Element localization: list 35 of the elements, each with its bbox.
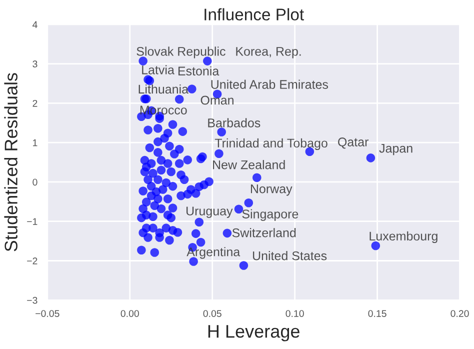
y-tick-label: −2 (27, 257, 38, 264)
annotation: Trinidad and Tobago (214, 138, 328, 150)
annotation: Slovak Republic (136, 46, 226, 58)
annotation: Uruguay (186, 206, 233, 218)
x-tick-label: 0.10 (286, 310, 304, 318)
annotation: New Zealand (213, 160, 285, 170)
annotation: Luxembourg (370, 231, 438, 244)
x-tick-label: 0.00 (120, 310, 139, 318)
annotation: United States (252, 251, 327, 260)
y-axis-title: Studentized Residuals (4, 73, 18, 252)
x-tick-label: 0.20 (450, 310, 469, 318)
y-tick-label: 1 (33, 139, 38, 146)
annotation: Estonia (178, 66, 220, 76)
y-tick-label: −1 (27, 218, 38, 225)
x-tick-label: 0.15 (368, 310, 386, 318)
annotation: Qatar (338, 138, 369, 149)
annotation: Norway (250, 184, 292, 196)
annotation: Latvia (142, 65, 174, 74)
y-tick-label: 3 (32, 60, 38, 68)
annotation: Singapore (242, 209, 298, 221)
annotation: Korea, Rep. (236, 47, 301, 58)
y-tick-label: 2 (32, 100, 38, 107)
x-tick-label: 0.05 (203, 310, 222, 318)
chart-title: Influence Plot (204, 8, 304, 20)
annotation: Argentina (186, 247, 240, 259)
annotation: Switzerland (232, 228, 296, 238)
x-axis-title: H Leverage (208, 325, 300, 342)
annotation: Oman (200, 96, 234, 105)
x-tick-label: −0.05 (36, 310, 60, 318)
y-tick-label: 4 (32, 21, 38, 28)
y-tick-label: 0 (32, 178, 38, 186)
annotation: United Arab Emirates (211, 80, 328, 89)
annotation: Barbados (208, 118, 260, 128)
y-tick-label: −3 (27, 296, 38, 304)
annotation: Japan (379, 144, 412, 156)
